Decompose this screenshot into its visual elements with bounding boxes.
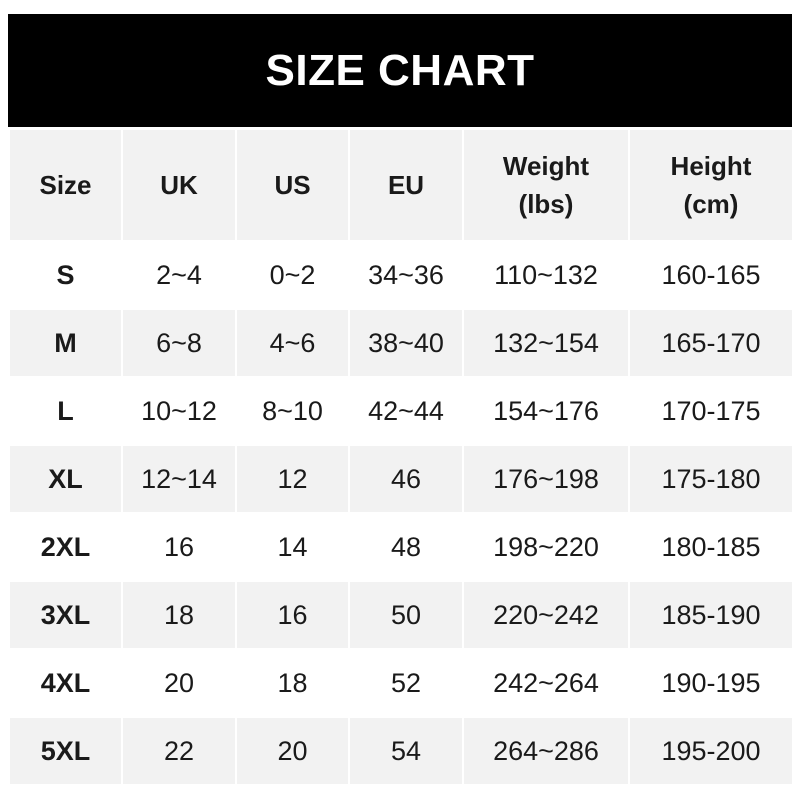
table-cell: 10~12 (121, 376, 237, 446)
table-cell: 6~8 (121, 308, 237, 378)
size-cell: XL (8, 444, 123, 514)
table-row: XL 12~14 12 46 176~198 175-180 (8, 444, 794, 514)
column-header: US (235, 128, 350, 242)
table-row: S 2~4 0~2 34~36 110~132 160-165 (8, 240, 794, 310)
table-cell: 165-170 (628, 308, 794, 378)
table-cell: 12~14 (121, 444, 237, 514)
size-cell: 2XL (8, 512, 123, 582)
column-header: Height (cm) (628, 128, 794, 242)
table-cell: 8~10 (235, 376, 350, 446)
table-cell: 50 (348, 580, 464, 650)
table-cell: 48 (348, 512, 464, 582)
table-cell: 154~176 (462, 376, 630, 446)
table-cell: 2~4 (121, 240, 237, 310)
table-row: 5XL 22 20 54 264~286 195-200 (8, 716, 794, 786)
table-cell: 38~40 (348, 308, 464, 378)
table-cell: 160-165 (628, 240, 794, 310)
table-cell: 20 (235, 716, 350, 786)
table-cell: 195-200 (628, 716, 794, 786)
table-cell: 34~36 (348, 240, 464, 310)
table-cell: 264~286 (462, 716, 630, 786)
table-cell: 18 (121, 580, 237, 650)
table-cell: 16 (235, 580, 350, 650)
header-row: Size UK US EU Weight (lbs) Height (cm) (8, 128, 794, 242)
table-cell: 54 (348, 716, 464, 786)
size-cell: 5XL (8, 716, 123, 786)
column-header: EU (348, 128, 464, 242)
size-cell: M (8, 308, 123, 378)
table-cell: 20 (121, 648, 237, 718)
table-cell: 132~154 (462, 308, 630, 378)
table-cell: 4~6 (235, 308, 350, 378)
table-cell: 22 (121, 716, 237, 786)
column-header: UK (121, 128, 237, 242)
column-header: Size (8, 128, 123, 242)
table-cell: 175-180 (628, 444, 794, 514)
table-cell: 110~132 (462, 240, 630, 310)
table-cell: 42~44 (348, 376, 464, 446)
table-cell: 18 (235, 648, 350, 718)
table-cell: 185-190 (628, 580, 794, 650)
size-cell: 4XL (8, 648, 123, 718)
table-row: 3XL 18 16 50 220~242 185-190 (8, 580, 794, 650)
table-cell: 12 (235, 444, 350, 514)
table-cell: 220~242 (462, 580, 630, 650)
table-cell: 180-185 (628, 512, 794, 582)
size-cell: S (8, 240, 123, 310)
column-header: Weight (lbs) (462, 128, 630, 242)
size-cell: 3XL (8, 580, 123, 650)
table-cell: 0~2 (235, 240, 350, 310)
table-cell: 170-175 (628, 376, 794, 446)
size-chart-title: SIZE CHART (8, 14, 792, 127)
table-cell: 190-195 (628, 648, 794, 718)
table-cell: 242~264 (462, 648, 630, 718)
table-row: 2XL 16 14 48 198~220 180-185 (8, 512, 794, 582)
table-cell: 176~198 (462, 444, 630, 514)
table-cell: 16 (121, 512, 237, 582)
table-cell: 198~220 (462, 512, 630, 582)
table-cell: 14 (235, 512, 350, 582)
table-cell: 52 (348, 648, 464, 718)
table-row: L 10~12 8~10 42~44 154~176 170-175 (8, 376, 794, 446)
table-cell: 46 (348, 444, 464, 514)
table-row: M 6~8 4~6 38~40 132~154 165-170 (8, 308, 794, 378)
size-cell: L (8, 376, 123, 446)
size-table: Size UK US EU Weight (lbs) Height (cm) S 2~4 0~2 3… (8, 128, 794, 786)
table-row: 4XL 20 18 52 242~264 190-195 (8, 648, 794, 718)
